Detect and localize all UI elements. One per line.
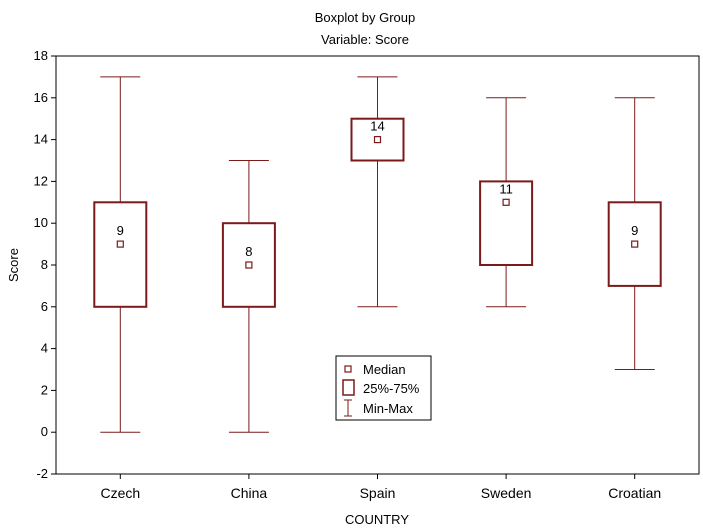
y-axis-label: Score bbox=[6, 248, 21, 282]
legend-box-icon bbox=[342, 379, 355, 396]
y-axis: -2 0 2 4 6 8 10 12 14 16 18 bbox=[34, 48, 56, 481]
x-axis-label: COUNTRY bbox=[345, 512, 409, 527]
x-tick-label: China bbox=[231, 485, 268, 501]
median-label: 11 bbox=[499, 181, 513, 196]
median-label: 14 bbox=[370, 119, 384, 134]
y-tick-label: 18 bbox=[34, 48, 48, 63]
x-axis: Czech China Spain Sweden Croatian bbox=[100, 474, 661, 501]
chart-title: Boxplot by Group bbox=[315, 10, 415, 25]
iqr-box bbox=[607, 201, 662, 287]
y-tick-label: 16 bbox=[34, 90, 48, 105]
box-group: 14 bbox=[350, 76, 405, 308]
legend-box-label: 25%-75% bbox=[363, 381, 420, 396]
box-group: 9 bbox=[607, 97, 662, 370]
iqr-box bbox=[221, 222, 276, 308]
x-tick-label: Croatian bbox=[608, 485, 661, 501]
legend-median-label: Median bbox=[363, 362, 406, 377]
median-marker bbox=[502, 198, 510, 206]
median-label: 9 bbox=[117, 223, 124, 238]
y-tick-label: 6 bbox=[41, 299, 48, 314]
box-group: 8 bbox=[221, 160, 276, 433]
median-marker bbox=[245, 261, 253, 269]
median-marker bbox=[631, 240, 639, 248]
legend-minmax-label: Min-Max bbox=[363, 401, 413, 416]
y-tick-label: -2 bbox=[36, 466, 48, 481]
chart-subtitle: Variable: Score bbox=[321, 32, 409, 47]
legend-frame bbox=[335, 355, 432, 421]
y-tick-label: 10 bbox=[34, 215, 48, 230]
boxes: 9 8 14 11 9 bbox=[93, 76, 662, 433]
median-marker bbox=[373, 136, 382, 144]
box-group: 11 bbox=[479, 97, 534, 308]
iqr-box bbox=[93, 201, 148, 308]
y-tick-label: 0 bbox=[41, 424, 48, 439]
median-label: 9 bbox=[631, 223, 638, 238]
x-tick-label: Czech bbox=[100, 485, 140, 501]
iqr-box bbox=[479, 180, 534, 266]
median-marker bbox=[116, 240, 124, 248]
x-tick-label: Spain bbox=[360, 485, 396, 501]
y-tick-label: 12 bbox=[34, 173, 48, 188]
y-tick-label: 4 bbox=[41, 341, 48, 356]
y-tick-label: 14 bbox=[34, 132, 48, 147]
y-tick-label: 8 bbox=[41, 257, 48, 272]
median-label: 8 bbox=[245, 244, 252, 259]
legend: Median 25%-75% Min-Max bbox=[335, 355, 432, 421]
x-tick-label: Sweden bbox=[481, 485, 532, 501]
iqr-box bbox=[350, 117, 405, 162]
y-tick-label: 2 bbox=[41, 382, 48, 397]
legend-median-icon bbox=[344, 365, 352, 373]
box-group: 9 bbox=[93, 76, 148, 433]
